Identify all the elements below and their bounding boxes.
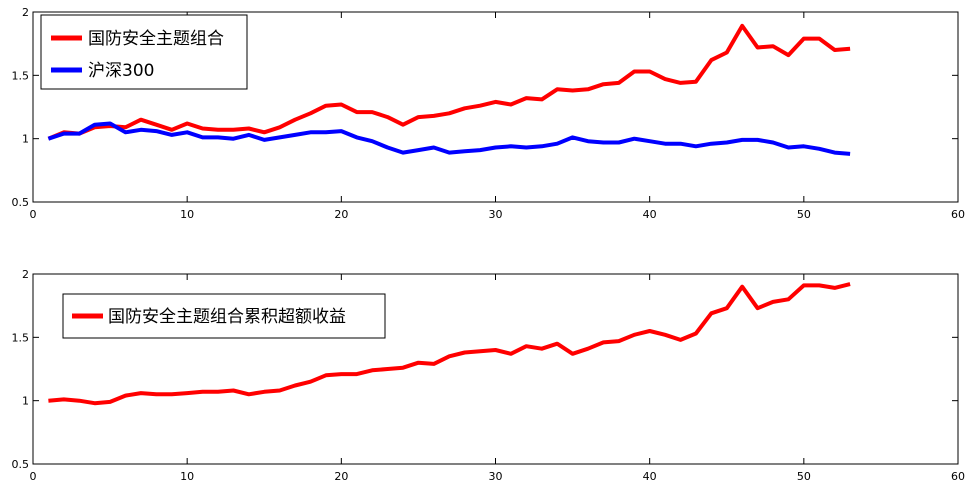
y-tick-label: 0.5	[12, 196, 30, 209]
series-line-0	[48, 282, 851, 406]
subplot-index-vs-hs300: 0 10 20 30 40 50 60 0.5 1 1.5 2 国防安全主题组合 沪深300	[12, 6, 966, 221]
legend-label-series-0: 国防安全主题组合累积超额收益	[108, 307, 346, 327]
x-tick-label: 50	[797, 470, 811, 483]
x-tick-label: 40	[643, 470, 657, 483]
series-line-0	[47, 23, 851, 141]
legend: 国防安全主题组合 沪深300	[40, 14, 248, 90]
x-tick-label: 10	[180, 470, 194, 483]
x-tick-label: 40	[643, 208, 657, 221]
x-tick-label: 20	[334, 470, 348, 483]
x-tick-label: 30	[489, 470, 503, 483]
y-tick-label: 1.5	[12, 69, 30, 82]
legend: 国防安全主题组合累积超额收益	[62, 293, 386, 339]
legend-label-series-1: 沪深300	[88, 61, 154, 81]
y-tick-label: 1	[22, 395, 29, 408]
y-tick-label: 1.5	[12, 331, 30, 344]
x-tick-label: 0	[30, 208, 37, 221]
series-layer	[48, 282, 851, 406]
y-tick-label: 2	[22, 6, 29, 19]
subplot-cumulative-excess-return: 0 10 20 30 40 50 60 0.5 1 1.5 2 国防安全主题组合累积超额收益	[12, 268, 966, 483]
legend-box	[62, 293, 386, 339]
series-line-1	[47, 121, 851, 156]
y-tick-label: 1	[22, 133, 29, 146]
x-tick-label: 0	[30, 470, 37, 483]
series-layer	[47, 23, 851, 156]
y-tick-label: 2	[22, 268, 29, 281]
legend-box	[40, 14, 248, 90]
y-tick-label: 0.5	[12, 458, 30, 471]
axis-ticks: 0 10 20 30 40 50 60 0.5 1 1.5 2	[12, 268, 966, 483]
x-tick-label: 10	[180, 208, 194, 221]
x-tick-label: 30	[489, 208, 503, 221]
legend-label-series-0: 国防安全主题组合	[88, 29, 224, 49]
x-tick-label: 50	[797, 208, 811, 221]
x-tick-label: 60	[951, 208, 965, 221]
axis-ticks: 0 10 20 30 40 50 60 0.5 1 1.5 2	[12, 6, 966, 221]
x-tick-label: 60	[951, 470, 965, 483]
x-tick-label: 20	[334, 208, 348, 221]
